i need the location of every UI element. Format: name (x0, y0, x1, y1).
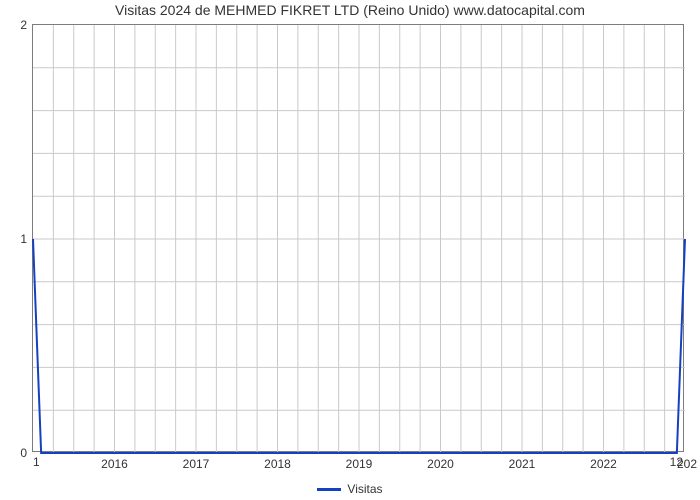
x-tick-label: 2022 (590, 457, 617, 471)
y-tick-label: 2 (20, 18, 27, 32)
legend-swatch (317, 488, 341, 491)
x-tick-label: 2017 (183, 457, 210, 471)
chart-title: Visitas 2024 de MEHMED FIKRET LTD (Reino… (0, 2, 700, 18)
chart-container: Visitas 2024 de MEHMED FIKRET LTD (Reino… (0, 0, 700, 500)
x-tick-label: 2021 (509, 457, 536, 471)
y-tick-label: 1 (20, 232, 27, 246)
y-tick-label: 0 (20, 446, 27, 460)
x-tick-label: 2016 (101, 457, 128, 471)
legend: Visitas (0, 482, 700, 496)
x-tick-label: 2019 (346, 457, 373, 471)
legend-label: Visitas (347, 482, 382, 496)
x-below-right: 12 (670, 455, 683, 469)
plot-area: 0122016201720182019202020212022202112 (32, 24, 684, 452)
x-tick-label: 2018 (264, 457, 291, 471)
x-tick-label: 2020 (427, 457, 454, 471)
x-below-left: 1 (33, 455, 40, 469)
